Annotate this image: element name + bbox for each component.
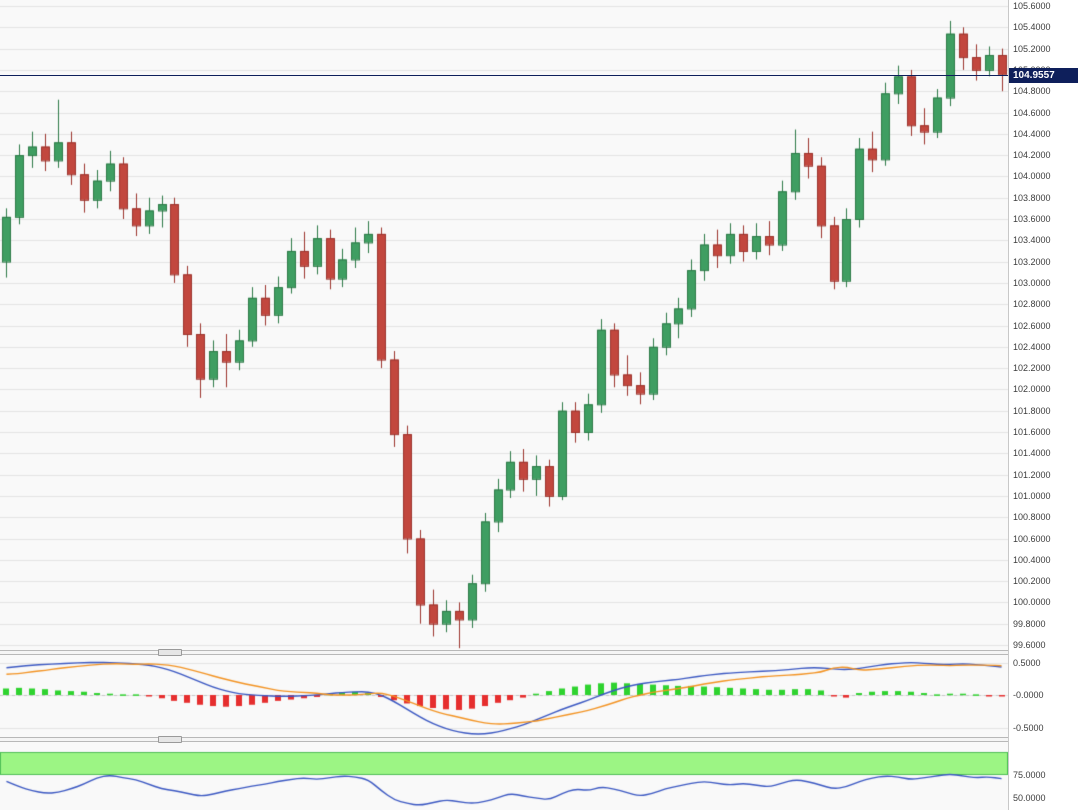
axis-tick-label: 104.4000 xyxy=(1013,128,1051,139)
axis-tick-label: 100.2000 xyxy=(1013,576,1051,587)
axis-tick-label: 103.0000 xyxy=(1013,277,1051,288)
axis-tick-label: 105.6000 xyxy=(1013,1,1051,11)
axis-tick-label: 101.4000 xyxy=(1013,448,1051,459)
axis-tick-label: 102.4000 xyxy=(1013,341,1051,352)
axis-tick-label: 104.8000 xyxy=(1013,86,1051,97)
axis-tick-label: 75.0000 xyxy=(1013,770,1046,780)
axis-tick-label: 104.2000 xyxy=(1013,150,1051,161)
axis-tick-label: -0.0000 xyxy=(1013,690,1044,700)
axis-tick-label: -0.5000 xyxy=(1013,722,1044,733)
axis-tick-label: 103.6000 xyxy=(1013,214,1051,224)
pane-resize-handle[interactable] xyxy=(158,649,182,656)
axis-tick-label: 102.8000 xyxy=(1013,299,1051,310)
axis-tick-label: 103.8000 xyxy=(1013,192,1051,203)
axis-tick-label: 104.0000 xyxy=(1013,171,1051,182)
axis-tick-label: 100.4000 xyxy=(1013,554,1051,565)
axis-tick-label: 100.0000 xyxy=(1013,597,1051,608)
price-axis[interactable]: 105.6000105.4000105.2000105.0000104.8000… xyxy=(1008,0,1078,810)
current-price-line xyxy=(0,75,1008,76)
axis-tick-label: 0.5000 xyxy=(1013,657,1041,668)
axis-tick-label: 101.8000 xyxy=(1013,405,1051,416)
pane-divider[interactable] xyxy=(0,650,1078,655)
axis-tick-label: 100.6000 xyxy=(1013,533,1051,544)
axis-tick-label: 101.0000 xyxy=(1013,490,1051,501)
axis-tick-label: 102.6000 xyxy=(1013,320,1051,331)
axis-tick-label: 99.6000 xyxy=(1013,640,1046,650)
axis-tick-label: 105.4000 xyxy=(1013,22,1051,33)
pane-resize-handle[interactable] xyxy=(158,736,182,743)
axis-tick-label: 101.2000 xyxy=(1013,469,1051,480)
current-price-label: 104.9557 xyxy=(1009,68,1078,83)
axis-tick-label: 105.2000 xyxy=(1013,43,1051,54)
axis-tick-label: 102.2000 xyxy=(1013,363,1051,374)
pane-divider[interactable] xyxy=(0,737,1078,742)
axis-tick-label: 50.0000 xyxy=(1013,793,1046,803)
stochastic-pane-canvas[interactable] xyxy=(0,742,1008,810)
axis-tick-label: 103.2000 xyxy=(1013,256,1051,267)
axis-tick-label: 101.6000 xyxy=(1013,427,1051,437)
axis-tick-label: 104.6000 xyxy=(1013,107,1051,118)
axis-tick-label: 102.0000 xyxy=(1013,384,1051,395)
macd-pane-canvas[interactable] xyxy=(0,655,1008,737)
axis-tick-label: 103.4000 xyxy=(1013,235,1051,246)
axis-tick-label: 99.8000 xyxy=(1013,618,1046,629)
axis-tick-label: 100.8000 xyxy=(1013,512,1051,523)
price-pane-canvas[interactable] xyxy=(0,0,1008,650)
